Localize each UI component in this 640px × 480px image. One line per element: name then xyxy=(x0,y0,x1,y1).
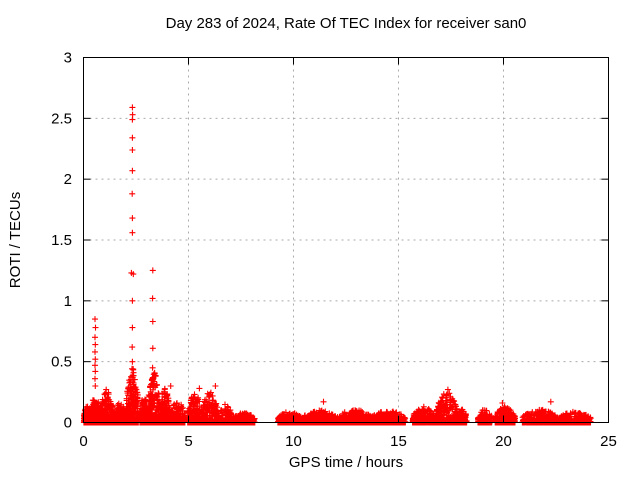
y-tick-label: 3 xyxy=(64,50,72,67)
axis-ticks xyxy=(83,57,609,423)
y-tick-label: 0 xyxy=(64,415,72,432)
x-tick-label: 0 xyxy=(79,433,87,450)
x-tick-label: 25 xyxy=(600,433,617,450)
chart-title: Day 283 of 2024, Rate Of TEC Index for r… xyxy=(166,15,527,32)
y-tick-label: 1 xyxy=(64,293,72,310)
x-tick-label: 20 xyxy=(495,433,512,450)
y-tick-label: 1.5 xyxy=(51,232,72,249)
y-axis-label: ROTI / TECUs xyxy=(7,192,24,288)
x-tick-label: 5 xyxy=(184,433,192,450)
grid-lines xyxy=(83,57,609,423)
x-axis-label: GPS time / hours xyxy=(289,454,403,471)
x-tick-labels: 0 5 10 15 20 25 xyxy=(79,433,617,450)
y-tick-labels: 0 0.5 1 1.5 2 2.5 3 xyxy=(51,50,72,432)
x-tick-label: 10 xyxy=(285,433,302,450)
x-tick-label: 15 xyxy=(390,433,407,450)
y-tick-label: 2 xyxy=(64,171,72,188)
y-tick-label: 2.5 xyxy=(51,110,72,127)
y-tick-label: 0.5 xyxy=(51,354,72,371)
